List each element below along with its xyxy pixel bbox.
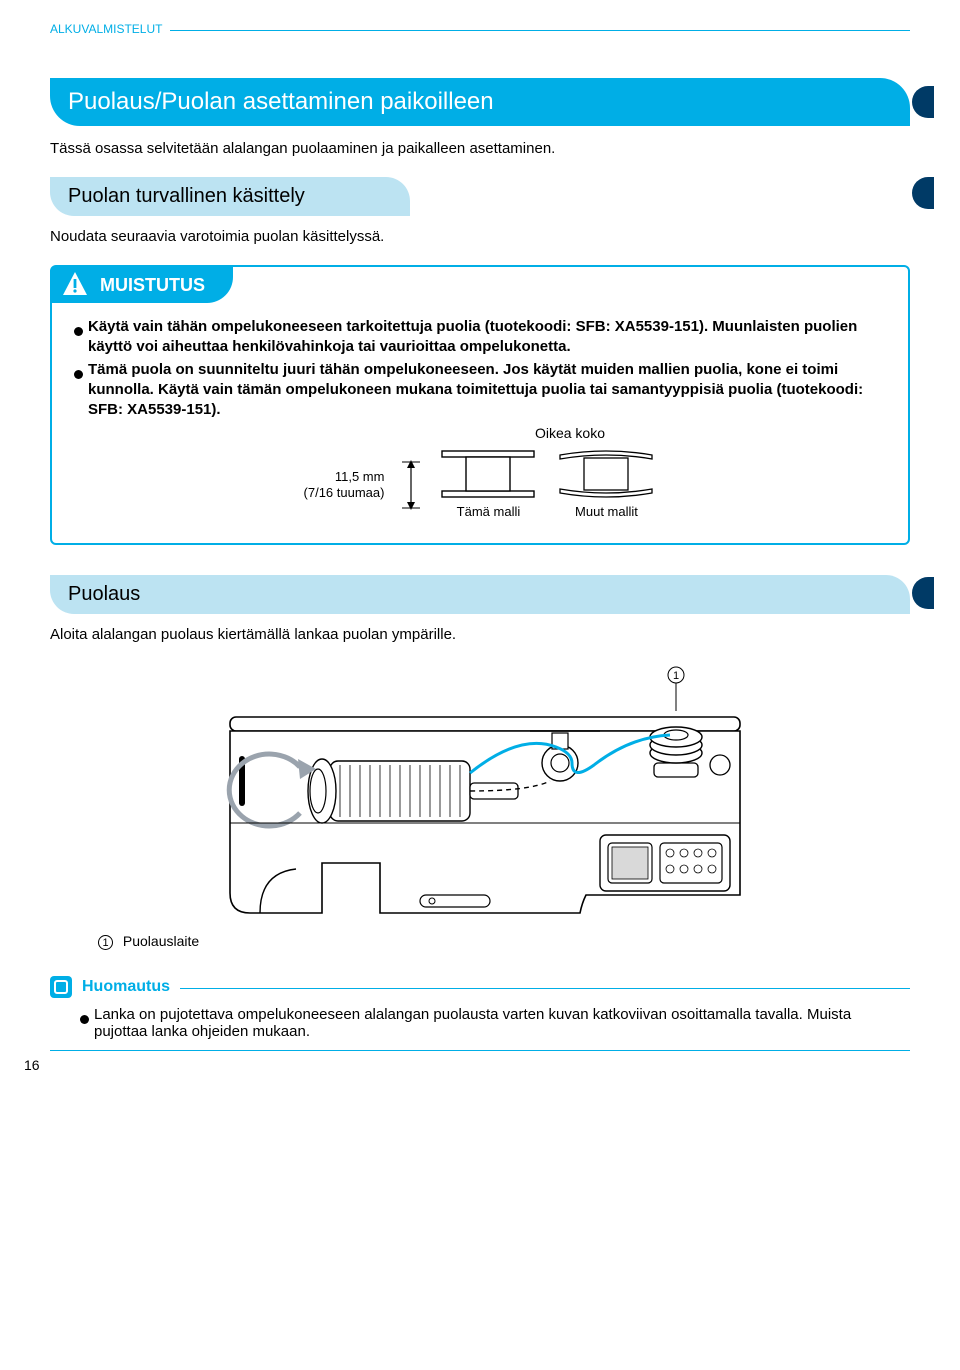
svg-text:1: 1 [673,670,679,682]
caution-box: MUISTUTUS Käytä vain tähän ompelukoneese… [50,265,910,545]
size-label: Oikea koko [254,424,886,443]
bobbin-correct-icon [438,449,538,499]
sub-intro-2: Aloita alalangan puolaus kiertämällä lan… [50,626,910,643]
dimension-arrow-icon [402,460,420,510]
warning-icon [62,271,88,297]
callout-num-1: 1 [98,935,113,950]
tab-icon [912,177,934,209]
dim-mm: 11,5 mm [304,469,385,485]
caution-badge: MUISTUTUS [52,267,233,303]
dim-inch: (7/16 tuumaa) [304,485,385,501]
diagram-callout-1: 1 Puolauslaite [98,933,910,950]
breadcrumb: ALKUVALMISTELUT [50,20,170,38]
note-section: Huomautus Lanka on pujotettava ompelukon… [50,976,910,1051]
caution-text-1: Käytä vain tähän ompelukoneeseen tarkoit… [88,317,886,358]
caution-bullet-2: Tämä puola on suunniteltu juuri tähän om… [74,360,886,421]
sub-intro-1: Noudata seuraavia varotoimia puolan käsi… [50,228,910,245]
sub-banner-winding: Puolaus [50,575,910,614]
machine-diagram: 1 [200,663,760,923]
intro-text: Tässä osassa selvitetään alalangan puola… [50,140,910,157]
main-title: Puolaus/Puolan asettaminen paikoilleen [68,88,494,115]
model-a-label: Tämä malli [438,503,538,521]
bobbin-size-diagram: 11,5 mm (7/16 tuumaa) [74,449,886,521]
header-rule: ALKUVALMISTELUT [50,20,910,38]
page-number: 16 [24,1057,40,1073]
note-title: Huomautus [82,978,170,996]
bobbin-other-icon [556,449,656,499]
sub-title-1: Puolan turvallinen käsittely [68,185,305,207]
sub-banner-safe-handling: Puolan turvallinen käsittely [50,177,410,216]
caution-label: MUISTUTUS [100,275,205,296]
note-bullet: Lanka on pujotettava ompelukoneeseen ala… [80,1006,904,1040]
caution-bullet-1: Käytä vain tähän ompelukoneeseen tarkoit… [74,317,886,358]
note-text: Lanka on pujotettava ompelukoneeseen ala… [94,1006,904,1040]
main-title-banner: Puolaus/Puolan asettaminen paikoilleen [50,78,910,126]
callout-text-1: Puolauslaite [123,933,199,949]
tab-icon [912,86,934,118]
sub-title-2: Puolaus [68,583,140,605]
note-icon [50,976,72,998]
caution-text-2: Tämä puola on suunniteltu juuri tähän om… [88,360,886,421]
tab-icon [912,577,934,609]
model-b-label: Muut mallit [556,503,656,521]
